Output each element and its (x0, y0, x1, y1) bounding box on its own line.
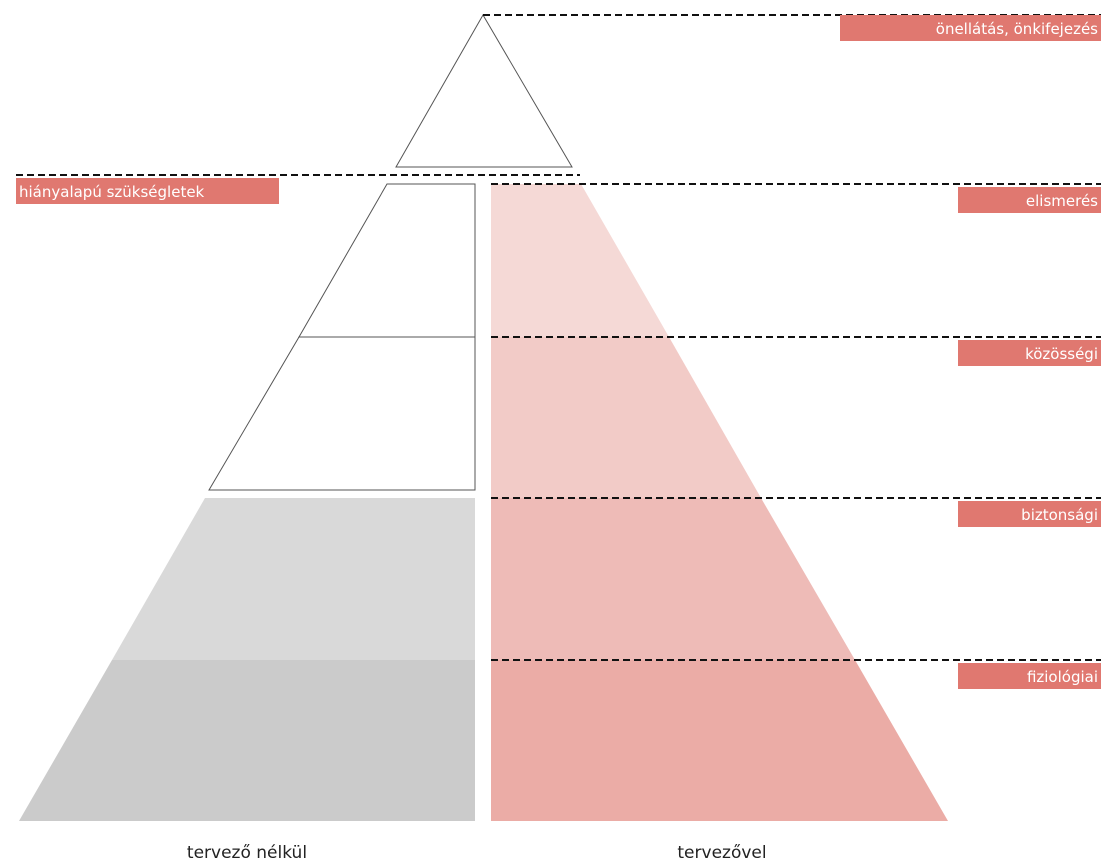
label-physiological: fiziológiai (958, 663, 1101, 689)
left-physiological-level (19, 660, 475, 821)
right-community-level (491, 337, 761, 498)
label-safety-bg (958, 501, 1101, 527)
label-deficit: hiányalapú szükségletek (16, 178, 279, 204)
label-safety-text: biztonsági (1021, 506, 1098, 524)
label-community: közösségi (958, 340, 1101, 366)
top-triangle (395, 14, 573, 168)
label-physiological-bg (958, 663, 1101, 689)
left-pyramid-caption: tervező nélkül (187, 843, 307, 863)
label-top-bg (840, 15, 1101, 41)
left-community-level (208, 336, 476, 491)
label-physiological-text: fiziológiai (1027, 668, 1098, 686)
right-safety-level (491, 498, 855, 660)
right-physiological-level (491, 660, 948, 821)
label-deficit-bg (16, 178, 279, 204)
label-recognition: elismerés (958, 187, 1101, 213)
label-community-bg (958, 340, 1101, 366)
label-deficit-text: hiányalapú szükségletek (19, 183, 205, 201)
left-safety-level (112, 498, 475, 660)
label-community-text: közösségi (1025, 345, 1098, 363)
right-recognition-level (491, 184, 669, 337)
right-pyramid-caption: tervezővel (677, 843, 766, 863)
label-recognition-text: elismerés (1026, 192, 1098, 210)
label-recognition-bg (958, 187, 1101, 213)
label-top: önellátás, önkifejezés (840, 15, 1101, 41)
label-top-text: önellátás, önkifejezés (936, 20, 1098, 38)
label-safety: biztonsági (958, 501, 1101, 527)
left-recognition-level (298, 183, 476, 338)
